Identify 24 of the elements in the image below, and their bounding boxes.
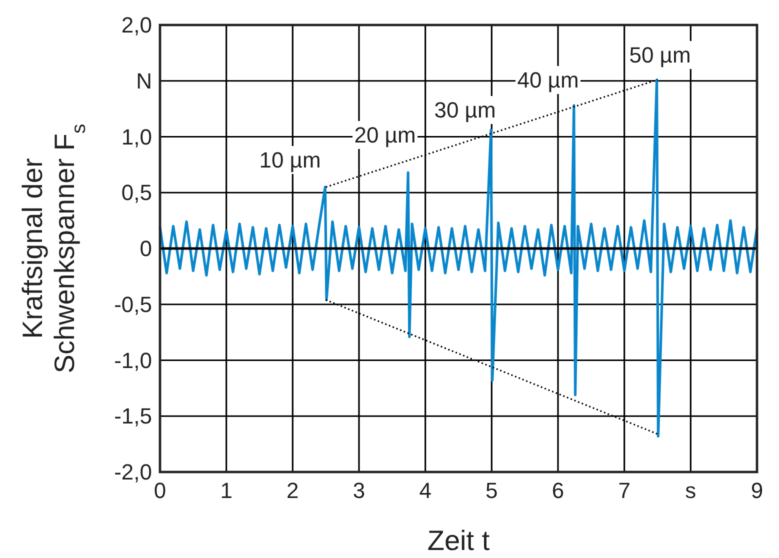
annotation: 10 µm — [259, 148, 321, 172]
y-tick-label: 0 — [140, 236, 152, 261]
x-tick-label: 4 — [419, 478, 432, 503]
y-tick-label: 0,5 — [121, 180, 152, 206]
x-tick-label: 3 — [352, 478, 366, 503]
y-tick-label: -0,5 — [114, 292, 152, 317]
x-tick-label: 7 — [618, 478, 630, 503]
y-tick-label: 2,0 — [121, 12, 152, 38]
x-tick-label: s — [685, 478, 696, 503]
annotation: 30 µm — [434, 98, 496, 122]
y-tick-label: -1,0 — [114, 348, 152, 373]
x-tick-label: 2 — [286, 478, 299, 503]
y-tick-label: N — [136, 68, 152, 94]
y-tick-label: -1,5 — [114, 404, 152, 429]
annotation: 20 µm — [354, 122, 416, 148]
annotation: 40 µm — [517, 68, 579, 92]
x-tick-label: 9 — [750, 478, 764, 503]
x-tick-label: 1 — [220, 478, 232, 503]
annotation: 50 µm — [629, 42, 691, 68]
x-axis-title: Zeit t — [427, 525, 490, 556]
y-tick-label: -2,0 — [114, 460, 152, 484]
x-tick-label: 5 — [486, 478, 498, 503]
x-tick-label: 6 — [552, 478, 564, 503]
y-tick-label: 1,0 — [121, 124, 152, 150]
